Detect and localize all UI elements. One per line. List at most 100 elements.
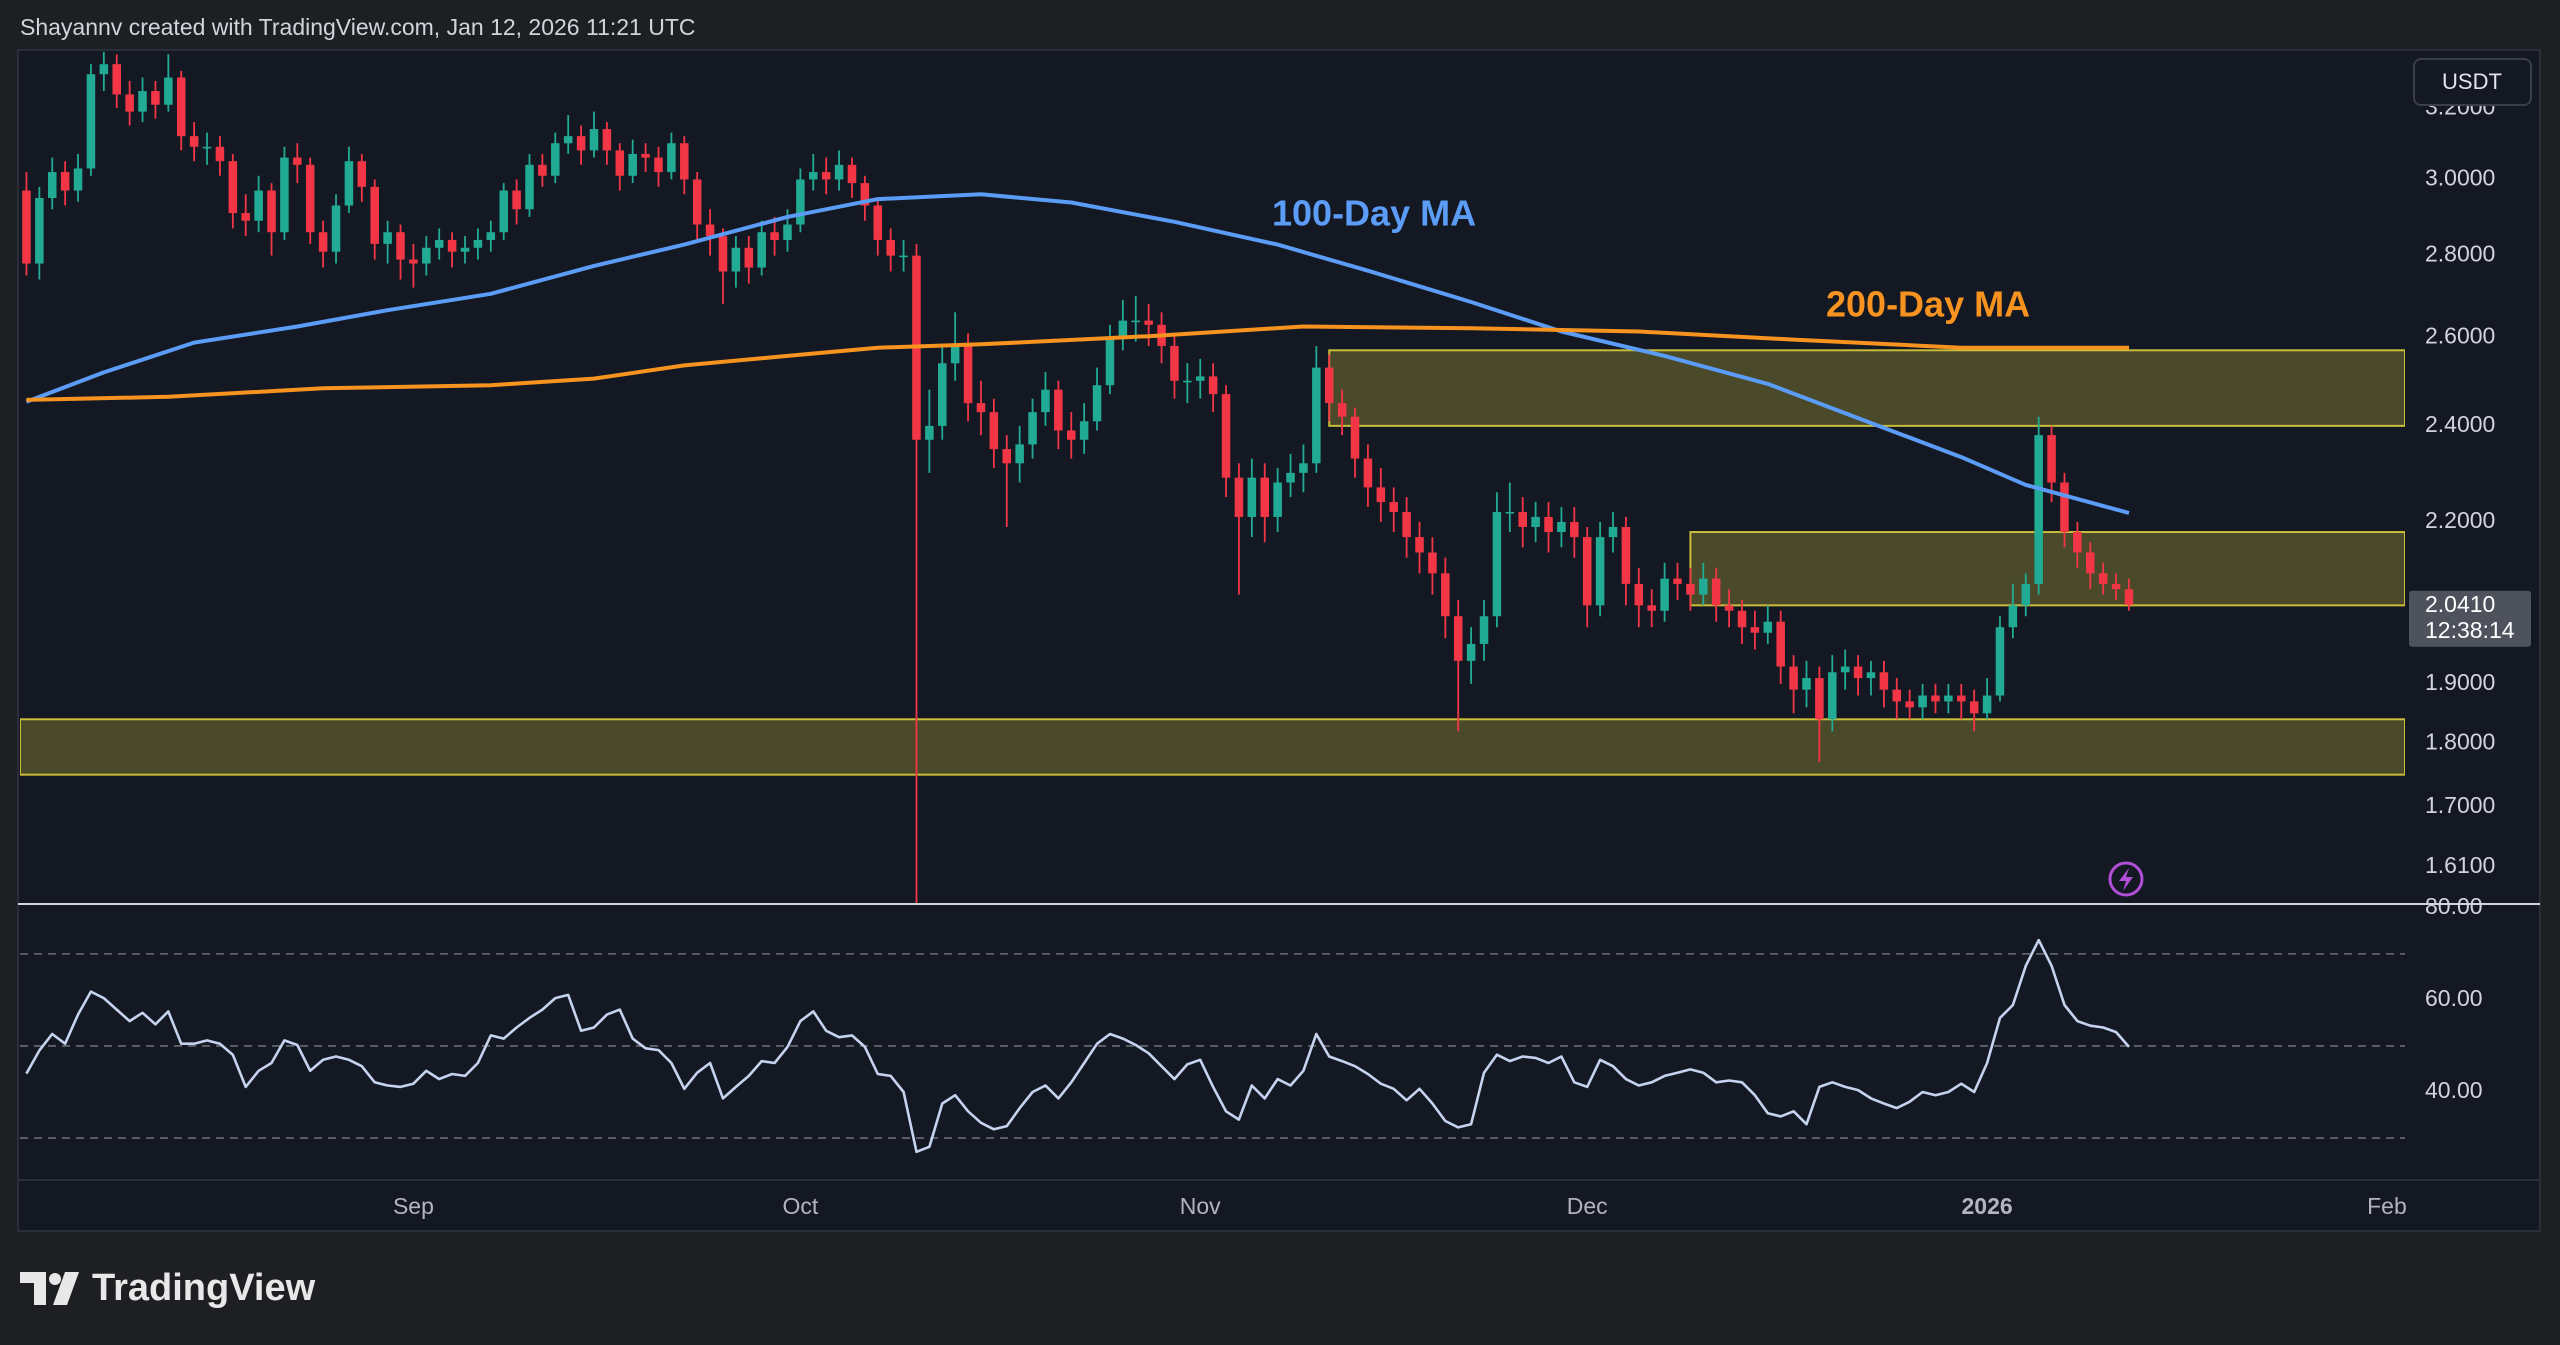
candle-body: [1363, 458, 1373, 488]
moving-average-line: [26, 324, 2129, 402]
candle-body: [963, 346, 973, 404]
candle-body: [860, 183, 870, 206]
candle-body: [125, 94, 134, 112]
candle-body: [512, 190, 521, 210]
candle-body: [73, 168, 83, 191]
candle-body: [447, 239, 457, 252]
x-tick-label: Nov: [1180, 1193, 1221, 1219]
candle-body: [1944, 695, 1953, 702]
candle-body: [1969, 701, 1979, 714]
candle-body: [925, 425, 934, 440]
currency-button-box[interactable]: [2413, 58, 2532, 106]
candle-body: [1376, 487, 1386, 503]
candle-body: [35, 198, 44, 264]
candle-body: [2073, 532, 2082, 553]
y-tick-label: 40.00: [2425, 1077, 2483, 1103]
candle-body: [267, 190, 276, 233]
price-pane: [20, 52, 2405, 903]
moving-average-label: 200-Day MA: [1826, 284, 2030, 325]
candle-body: [1299, 463, 1308, 473]
candle-body: [2021, 583, 2031, 606]
candle-body: [370, 186, 379, 244]
candle-body: [1557, 521, 1566, 533]
candle-body: [1183, 380, 1192, 383]
candle-body: [254, 190, 263, 221]
candle-body: [1131, 320, 1141, 323]
candle-body: [989, 412, 999, 450]
candle-body: [809, 172, 818, 180]
candle-body: [2034, 435, 2043, 584]
candle-body: [1079, 421, 1089, 440]
candle-body: [1737, 610, 1747, 628]
candle-body: [938, 363, 947, 426]
candle-body: [1518, 511, 1527, 527]
candle-body: [1221, 394, 1231, 478]
currency-button[interactable]: USDT: [2413, 58, 2532, 106]
candle-body: [692, 179, 702, 225]
candle-body: [1441, 573, 1450, 617]
candle-body: [1273, 482, 1282, 517]
alert-circle: [2108, 861, 2144, 897]
y-tick-label: 3.0000: [2425, 165, 2495, 191]
candle-body: [783, 224, 792, 240]
moving-average-label: 100-Day MA: [1272, 193, 1476, 234]
candle-body: [151, 91, 160, 105]
candle-body: [434, 239, 444, 248]
candle-body: [1144, 320, 1153, 325]
candle-body: [1041, 389, 1050, 413]
candle-body: [164, 77, 173, 105]
candle-body: [1828, 672, 1837, 720]
candle-body: [344, 161, 354, 206]
y-tick-label: 1.9000: [2425, 669, 2495, 695]
rsi-pane: [20, 938, 2405, 1154]
candle-body: [1208, 376, 1218, 395]
candle-body: [215, 146, 225, 162]
candle-body: [331, 205, 341, 252]
candle-body: [1866, 672, 1876, 679]
candle-body: [1711, 578, 1721, 606]
candle-body: [834, 164, 844, 180]
candle-body: [1776, 621, 1785, 667]
candle-body: [1582, 537, 1592, 606]
candle-body: [293, 157, 302, 165]
x-tick-label: Oct: [782, 1193, 818, 1219]
candle-body: [22, 190, 31, 264]
candle-body: [654, 157, 663, 173]
candle-body: [1879, 672, 1889, 690]
candle-body: [2008, 605, 2018, 628]
candle-body: [1092, 385, 1102, 422]
candle-body: [473, 239, 483, 248]
candle-body: [538, 164, 547, 176]
candle-body: [1350, 416, 1360, 459]
candle-body: [1892, 689, 1902, 702]
y-tick-label: 1.6100: [2425, 852, 2495, 878]
candle-body: [1750, 627, 1760, 633]
candle-body: [1402, 511, 1411, 538]
candle-body: [176, 77, 186, 137]
candle-body: [1028, 412, 1037, 445]
alert-icon: [2108, 861, 2144, 897]
candle-body: [602, 129, 612, 151]
candle-body: [1815, 678, 1824, 720]
candle-body: [499, 190, 508, 233]
candle-body: [847, 164, 857, 184]
logo-mark-dot: [49, 1273, 61, 1285]
candle-body: [705, 224, 715, 237]
logo-mark-slash: [53, 1272, 79, 1305]
candle-body: [1634, 583, 1644, 606]
axes: Sep Oct Nov Dec 2026 Feb 100-Day MA 200-Day MA 1…: [393, 93, 2531, 1219]
logo-mark-t: [20, 1272, 46, 1305]
candle-body: [1505, 511, 1515, 514]
candle-body: [138, 91, 147, 112]
candle-body: [2047, 435, 2056, 483]
candle-body: [189, 136, 199, 147]
y-tick-label: 60.00: [2425, 985, 2483, 1011]
alert-bolt: [2119, 868, 2133, 891]
candle-body: [1905, 701, 1914, 708]
candle-body: [1428, 552, 1437, 574]
candle-body: [1931, 695, 1940, 702]
x-tick-label: Dec: [1567, 1193, 1608, 1219]
candle-body: [2124, 589, 2134, 605]
currency-label[interactable]: USDT: [2442, 69, 2502, 94]
rsi-line: [25, 938, 2130, 1154]
